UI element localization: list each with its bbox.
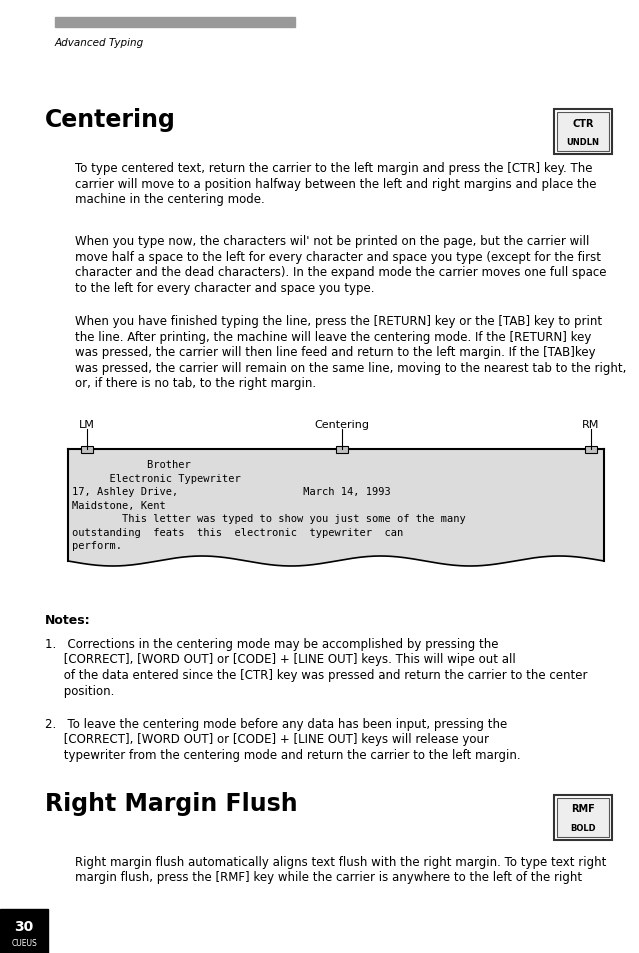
Text: CTR: CTR xyxy=(573,118,594,129)
Text: When you have finished typing the line, press the [RETURN] key or the [TAB] key : When you have finished typing the line, … xyxy=(75,314,602,328)
Bar xyxy=(336,446,348,453)
Text: 17, Ashley Drive,                    March 14, 1993: 17, Ashley Drive, March 14, 1993 xyxy=(72,486,391,497)
Text: This letter was typed to show you just some of the many: This letter was typed to show you just s… xyxy=(72,514,466,523)
Bar xyxy=(554,795,612,841)
Text: 1.   Corrections in the centering mode may be accomplished by pressing the: 1. Corrections in the centering mode may… xyxy=(45,638,498,650)
Text: position.: position. xyxy=(45,684,114,697)
Text: RM: RM xyxy=(582,419,599,430)
Text: carrier will move to a position halfway between the left and right margins and p: carrier will move to a position halfway … xyxy=(75,177,596,191)
Text: When you type now, the characters wil' not be printed on the page, but the carri: When you type now, the characters wil' n… xyxy=(75,234,589,248)
Text: CUEUS: CUEUS xyxy=(11,938,37,946)
Bar xyxy=(0,909,48,953)
Text: was pressed, the carrier will remain on the same line, moving to the nearest tab: was pressed, the carrier will remain on … xyxy=(75,361,626,375)
Bar xyxy=(68,450,604,566)
Text: 2.   To leave the centering mode before any data has been input, pressing the: 2. To leave the centering mode before an… xyxy=(45,718,507,730)
Text: the line. After printing, the machine will leave the centering mode. If the [RET: the line. After printing, the machine wi… xyxy=(75,330,591,343)
Text: of the data entered since the [CTR] key was pressed and return the carrier to th: of the data entered since the [CTR] key … xyxy=(45,668,587,681)
Text: Centering: Centering xyxy=(314,419,369,430)
Text: 30: 30 xyxy=(14,919,34,933)
Text: typewriter from the centering mode and return the carrier to the left margin.: typewriter from the centering mode and r… xyxy=(45,748,521,761)
Text: margin flush, press the [RMF] key while the carrier is anywhere to the left of t: margin flush, press the [RMF] key while … xyxy=(75,871,582,883)
Text: LM: LM xyxy=(79,419,95,430)
Text: Notes:: Notes: xyxy=(45,614,91,626)
Text: RMF: RMF xyxy=(571,803,595,814)
Text: was pressed, the carrier will then line feed and return to the left margin. If t: was pressed, the carrier will then line … xyxy=(75,346,596,358)
Text: [CORRECT], [WORD OUT] or [CODE] + [LINE OUT] keys. This will wipe out all: [CORRECT], [WORD OUT] or [CODE] + [LINE … xyxy=(45,653,516,666)
Text: move half a space to the left for every character and space you type (except for: move half a space to the left for every … xyxy=(75,251,601,263)
Text: Advanced Typing: Advanced Typing xyxy=(55,38,144,48)
Bar xyxy=(81,446,93,453)
Text: [CORRECT], [WORD OUT] or [CODE] + [LINE OUT] keys will release your: [CORRECT], [WORD OUT] or [CODE] + [LINE … xyxy=(45,733,489,745)
Text: to the left for every character and space you type.: to the left for every character and spac… xyxy=(75,281,374,294)
Text: or, if there is no tab, to the right margin.: or, if there is no tab, to the right mar… xyxy=(75,376,316,390)
Text: machine in the centering mode.: machine in the centering mode. xyxy=(75,193,265,206)
Bar xyxy=(585,446,597,453)
Bar xyxy=(55,18,295,28)
Text: Maidstone, Kent: Maidstone, Kent xyxy=(72,500,166,510)
Text: character and the dead characters). In the expand mode the carrier moves one ful: character and the dead characters). In t… xyxy=(75,266,606,278)
Text: Right Margin Flush: Right Margin Flush xyxy=(45,791,298,815)
Text: BOLD: BOLD xyxy=(570,823,596,832)
Text: UNDLN: UNDLN xyxy=(567,138,599,147)
Text: outstanding  feats  this  electronic  typewriter  can: outstanding feats this electronic typewr… xyxy=(72,527,403,537)
Text: To type centered text, return the carrier to the left margin and press the [CTR]: To type centered text, return the carrie… xyxy=(75,162,592,174)
Text: Electronic Typewriter: Electronic Typewriter xyxy=(72,473,241,483)
Bar xyxy=(557,799,609,837)
Text: Centering: Centering xyxy=(45,108,176,132)
Text: Brother: Brother xyxy=(72,459,191,470)
Text: perform.: perform. xyxy=(72,540,122,551)
Bar xyxy=(557,112,609,152)
Text: Right margin flush automatically aligns text flush with the right margin. To typ: Right margin flush automatically aligns … xyxy=(75,855,606,868)
Bar xyxy=(554,110,612,154)
